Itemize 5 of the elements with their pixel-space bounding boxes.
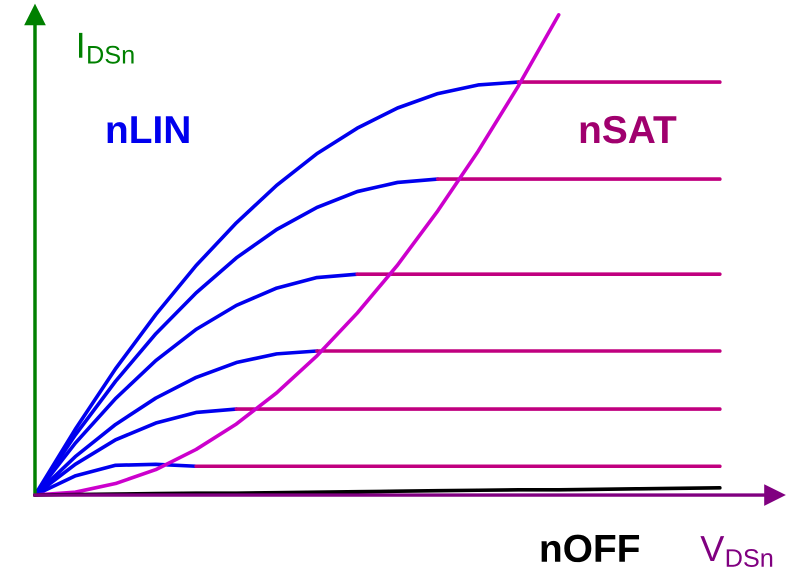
annotation: nLIN — [108, 116, 189, 144]
annotation: nSAT — [580, 116, 676, 144]
text: nOFF — [542, 534, 640, 562]
x-axis-title: V$_{DSn}$ — [700, 536, 772, 567]
y-axis-title: I$_{DSn}$ — [79, 32, 134, 64]
